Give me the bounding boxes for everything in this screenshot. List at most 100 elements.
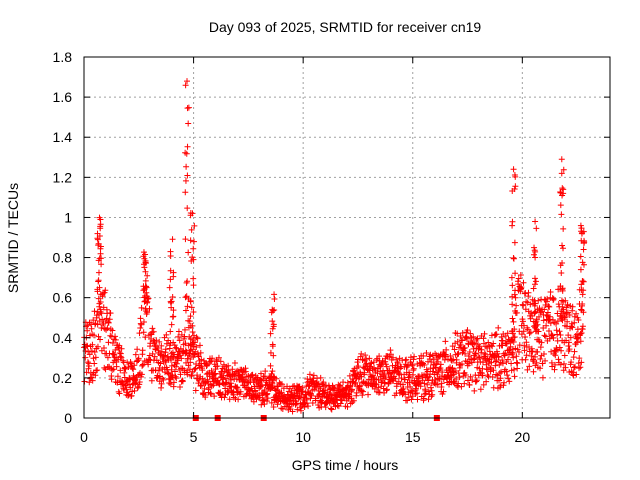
data-point — [140, 253, 147, 260]
data-point — [554, 331, 561, 338]
data-point — [188, 226, 195, 233]
data-point — [140, 329, 147, 336]
data-point — [427, 384, 434, 391]
data-point — [181, 326, 188, 333]
data-point — [383, 363, 390, 370]
data-point — [187, 298, 194, 305]
data-point — [481, 330, 488, 337]
data-point — [555, 356, 562, 363]
data-point — [516, 342, 523, 349]
data-point — [441, 356, 448, 363]
data-point — [162, 358, 169, 365]
data-point — [533, 359, 540, 366]
data-point — [88, 325, 95, 332]
data-point — [481, 350, 488, 357]
data-point — [191, 366, 198, 373]
data-points — [81, 78, 588, 421]
y-tick-label: 0 — [64, 410, 72, 426]
data-point — [264, 390, 271, 397]
data-point — [182, 189, 189, 196]
data-point — [108, 376, 115, 383]
data-point — [142, 306, 149, 313]
data-point — [223, 375, 230, 382]
data-point — [215, 354, 222, 361]
data-point — [267, 349, 274, 356]
data-point — [119, 381, 126, 388]
data-point — [112, 346, 119, 353]
data-point — [407, 383, 414, 390]
data-point — [328, 406, 335, 413]
data-point — [421, 380, 428, 387]
data-point — [560, 225, 567, 232]
data-point — [360, 388, 367, 395]
data-point — [524, 366, 531, 373]
data-point — [168, 350, 175, 357]
data-point — [358, 387, 365, 394]
data-point — [306, 371, 313, 378]
data-point — [346, 372, 353, 379]
data-point — [375, 384, 382, 391]
data-point — [131, 362, 138, 369]
data-point — [550, 295, 557, 302]
data-point — [376, 353, 383, 360]
data-point — [95, 311, 102, 318]
data-point — [112, 336, 119, 343]
data-point — [88, 347, 95, 354]
data-point — [101, 364, 108, 371]
data-point — [190, 275, 197, 282]
data-point — [572, 363, 579, 370]
data-point — [269, 325, 276, 332]
data-point — [489, 343, 496, 350]
data-point — [396, 370, 403, 377]
data-point — [520, 322, 527, 329]
data-point — [176, 337, 183, 344]
data-point — [310, 372, 317, 379]
data-point — [296, 383, 303, 390]
data-point — [478, 349, 485, 356]
data-point — [486, 348, 493, 355]
data-point — [465, 352, 472, 359]
data-point — [175, 333, 182, 340]
data-point — [510, 166, 517, 173]
data-point — [163, 331, 170, 338]
data-point — [100, 290, 107, 297]
data-point — [189, 328, 196, 335]
data-point — [521, 290, 528, 297]
data-point — [288, 389, 295, 396]
data-point — [477, 386, 484, 393]
data-point — [424, 381, 431, 388]
data-point — [130, 366, 137, 373]
data-point — [94, 367, 101, 374]
data-point — [426, 373, 433, 380]
data-point — [96, 300, 103, 307]
data-point — [187, 347, 194, 354]
data-point — [84, 327, 91, 334]
data-point — [216, 390, 223, 397]
data-point — [362, 352, 369, 359]
data-point — [571, 313, 578, 320]
data-point — [431, 379, 438, 386]
data-point — [565, 332, 572, 339]
data-point — [552, 347, 559, 354]
data-point — [117, 350, 124, 357]
data-point — [115, 356, 122, 363]
data-point — [84, 359, 91, 366]
data-point — [270, 307, 277, 314]
data-point — [471, 340, 478, 347]
data-point — [267, 330, 274, 337]
data-point — [100, 345, 107, 352]
data-point — [135, 355, 142, 362]
data-point — [365, 391, 372, 398]
data-point — [474, 335, 481, 342]
data-point — [568, 359, 575, 366]
data-point — [83, 342, 90, 349]
data-point — [144, 295, 151, 302]
data-point — [234, 384, 241, 391]
data-point — [493, 331, 500, 338]
data-point — [458, 383, 465, 390]
data-point — [184, 303, 191, 310]
x-tick-labels: 0 5 10 15 20 — [80, 429, 530, 445]
data-point — [561, 352, 568, 359]
data-point — [519, 318, 526, 325]
data-point — [566, 346, 573, 353]
